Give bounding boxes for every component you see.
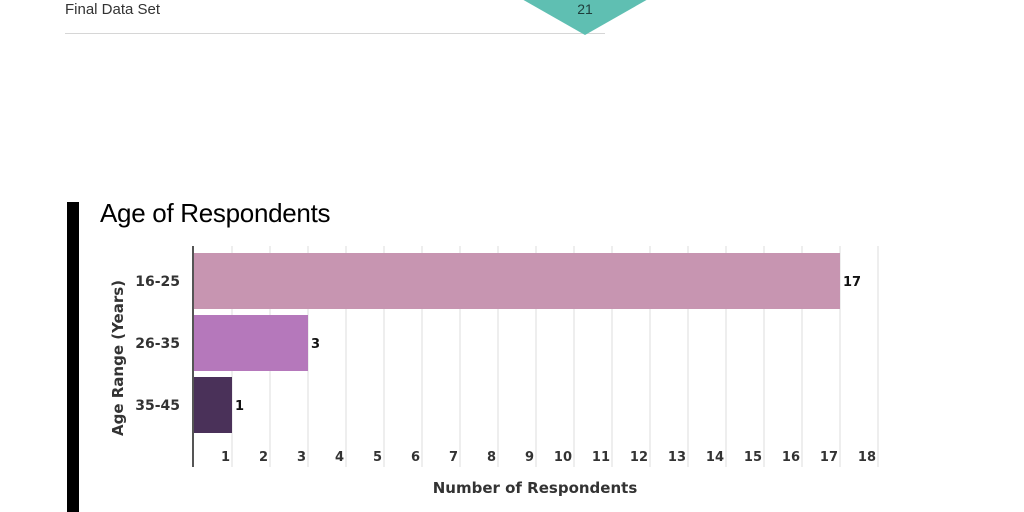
x-tick-label: 12	[630, 450, 648, 465]
x-tick-label: 8	[487, 450, 496, 465]
x-tick-label: 4	[335, 450, 344, 465]
marker-shape-icon	[523, 0, 647, 35]
data-label: 17	[843, 275, 861, 290]
page-number-marker: 21	[520, 0, 650, 35]
x-tick-label: 17	[820, 450, 838, 465]
page-number: 21	[577, 1, 593, 17]
x-tick-label: 10	[554, 450, 572, 465]
header-divider	[65, 33, 605, 34]
x-tick-label: 11	[592, 450, 610, 465]
x-axis-label: Number of Respondents	[433, 479, 638, 497]
x-tick-label: 15	[744, 450, 762, 465]
bar-35-45	[194, 377, 232, 433]
category-label: 35-45	[135, 398, 180, 414]
x-tick-label: 14	[706, 450, 724, 465]
data-label: 3	[311, 337, 320, 352]
x-tick-label: 18	[858, 450, 876, 465]
x-tick-label: 13	[668, 450, 686, 465]
section-label: Final Data Set	[65, 1, 161, 18]
chart-title: Age of Respondents	[100, 198, 331, 228]
x-tick-label: 5	[373, 450, 382, 465]
x-tick-label: 2	[259, 450, 268, 465]
x-tick-label: 1	[221, 450, 230, 465]
bar-26-35	[194, 315, 308, 371]
y-axis-label: Age Range (Years)	[109, 280, 127, 436]
x-tick-label: 7	[449, 450, 458, 465]
section-accent-bar	[67, 202, 79, 512]
x-tick-label: 3	[297, 450, 306, 465]
x-tick-labels: 1 2 3 4 5 6 7 8 9 10 11 12 13 14 15 16 17 18	[221, 450, 876, 465]
category-label: 16-25	[135, 274, 180, 290]
x-tick-label: 6	[411, 450, 420, 465]
x-tick-label: 9	[525, 450, 534, 465]
x-tick-label: 16	[782, 450, 800, 465]
bars	[194, 253, 840, 433]
bar-16-25	[194, 253, 840, 309]
data-label: 1	[235, 399, 244, 414]
category-labels: 16-25 26-35 35-45	[135, 274, 180, 414]
category-label: 26-35	[135, 336, 180, 352]
